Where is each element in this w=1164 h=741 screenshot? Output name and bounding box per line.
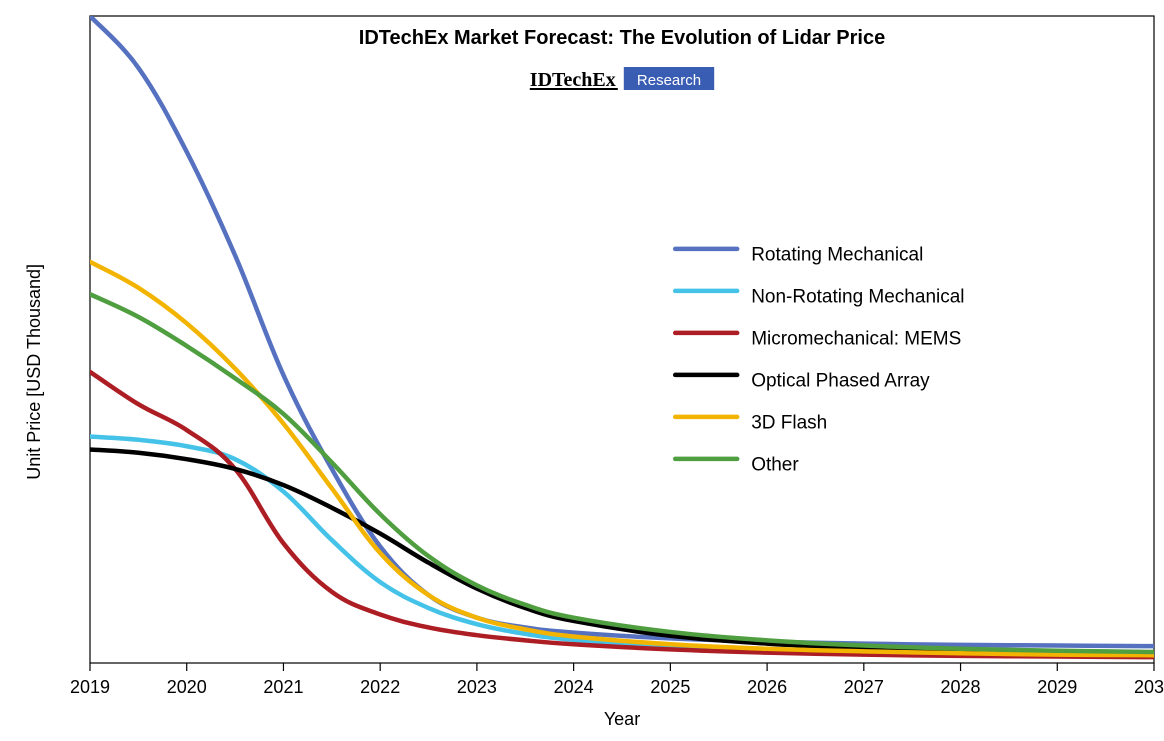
- legend-label-other: Other: [751, 455, 799, 476]
- x-tick-label: 2027: [844, 677, 884, 697]
- legend-label-non-rotating-mechanical: Non-Rotating Mechanical: [751, 287, 964, 308]
- legend-label-optical-phased-array: Optical Phased Array: [751, 371, 930, 392]
- branding-text: IDTechEx: [530, 69, 616, 91]
- x-tick-label: 2030: [1134, 677, 1164, 697]
- series-3d-flash: [90, 262, 1154, 655]
- x-tick-label: 2026: [747, 677, 787, 697]
- chart-container: { "chart": { "type": "line", "title": "I…: [0, 0, 1164, 741]
- series-rotating-mechanical: [90, 16, 1154, 646]
- legend-label-rotating-mechanical: Rotating Mechanical: [751, 245, 923, 266]
- x-tick-label: 2025: [650, 677, 690, 697]
- y-axis-label: Unit Price [USD Thousand]: [24, 264, 44, 480]
- legend-label-3d-flash: 3D Flash: [751, 413, 827, 434]
- x-tick-label: 2024: [554, 677, 594, 697]
- legend: Rotating Mechanical Non-Rotating Mechanic…: [675, 245, 964, 476]
- branding-badge-text: Research: [637, 72, 701, 89]
- x-tick-label: 2020: [167, 677, 207, 697]
- x-axis-label: Year: [604, 709, 640, 729]
- x-tick-label: 2023: [457, 677, 497, 697]
- legend-label-micromechanical-mems: Micromechanical: MEMS: [751, 329, 961, 350]
- x-tick-label: 2021: [263, 677, 303, 697]
- x-tick-label: 2029: [1037, 677, 1077, 697]
- series-group: [90, 16, 1154, 657]
- x-tick-label: 2019: [70, 677, 110, 697]
- chart-title: IDTechEx Market Forecast: The Evolution …: [359, 27, 885, 49]
- series-micromechanical-mems: [90, 372, 1154, 657]
- branding: IDTechEx Research: [530, 67, 714, 91]
- plot-area: [90, 16, 1154, 663]
- line-chart: 2019 2020 2021 2022 2023 2024 2025 2026 2027 2028…: [0, 0, 1164, 741]
- x-tick-label: 2028: [941, 677, 981, 697]
- x-tick-label: 2022: [360, 677, 400, 697]
